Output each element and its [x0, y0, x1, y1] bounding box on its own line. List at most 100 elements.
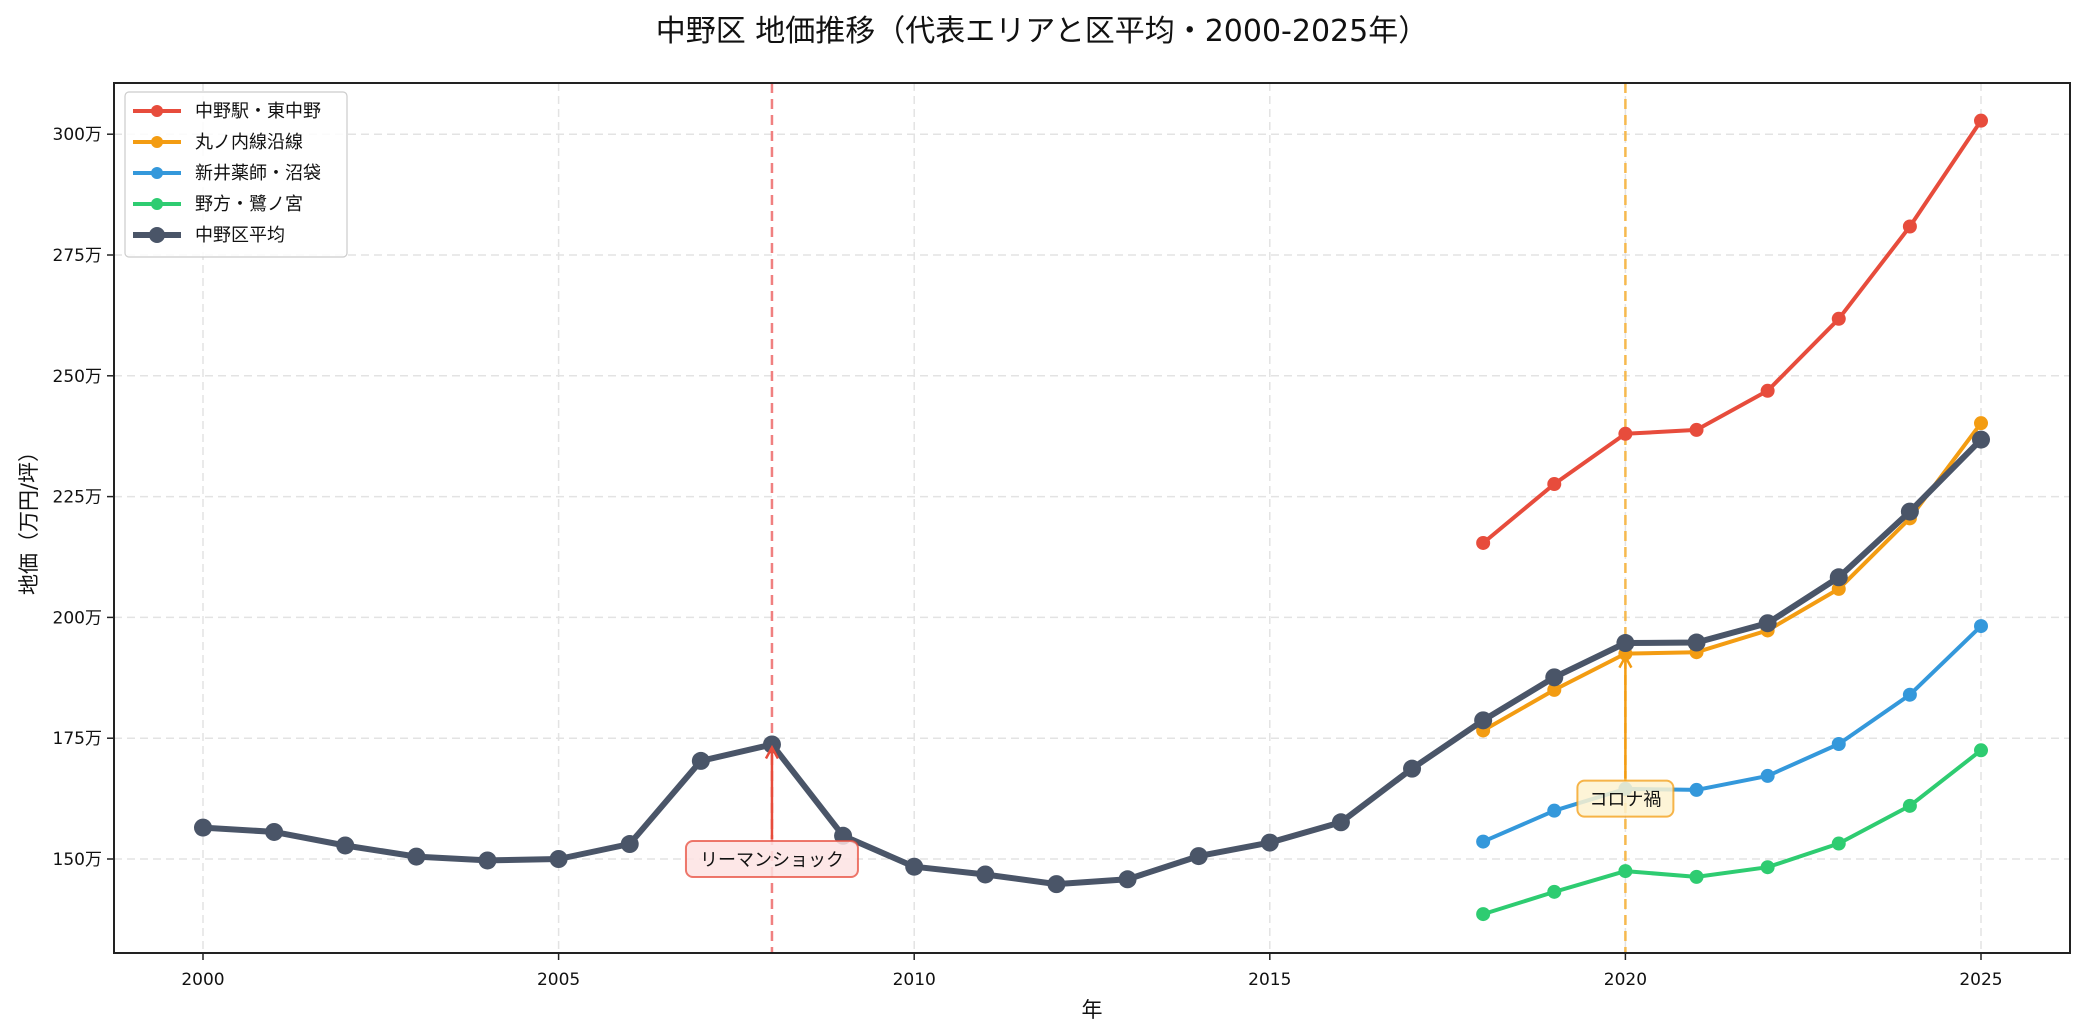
data-point-marker: [1476, 907, 1491, 922]
data-point-marker: [1331, 813, 1350, 832]
annotation-box: [684, 840, 859, 878]
series-line: [1476, 619, 1988, 849]
x-axis-ticks: 2000 2005 2010 2015 2020 2025: [181, 953, 2003, 990]
data-point-marker: [1689, 782, 1704, 797]
data-point-marker: [1118, 870, 1137, 889]
legend-label: 野方・鷺ノ宮: [195, 194, 303, 215]
arrow-head-icon: [764, 744, 780, 760]
annotation-label: コロナ禍: [1589, 790, 1661, 811]
data-point-marker: [1974, 743, 1988, 758]
data-point-marker: [1974, 113, 1988, 128]
series-line: [1476, 113, 1988, 550]
data-point-marker: [976, 865, 995, 884]
series-path: [1481, 421, 1983, 733]
data-point-marker: [1689, 422, 1704, 437]
series-line: [1476, 743, 1988, 922]
x-tick-label: 2025: [1959, 970, 2002, 990]
legend-marker-icon: [151, 198, 163, 210]
data-point-marker: [1974, 416, 1988, 431]
series-path: [1481, 118, 1983, 545]
legend-marker-icon: [151, 167, 163, 179]
data-point-marker: [1545, 668, 1564, 687]
x-tick-label: 2020: [1604, 970, 1647, 990]
chart-title: 中野区 地価推移（代表エリアと区平均・2000-2025年）: [656, 14, 1428, 49]
legend-label: 丸ノ内線沿線: [195, 132, 303, 153]
y-tick-label: 150万: [53, 850, 102, 870]
legend-marker-icon: [149, 227, 165, 243]
data-point-marker: [1902, 687, 1917, 702]
y-tick-label: 225万: [53, 488, 102, 508]
annotation: コロナ禍: [1576, 654, 1675, 818]
legend-label: 新井薬師・沼袋: [195, 163, 321, 184]
legend-item: 中野区平均: [133, 225, 285, 246]
data-point-marker: [691, 751, 710, 770]
x-tick-label: 2000: [181, 970, 224, 990]
data-point-marker: [1902, 798, 1917, 813]
data-point-marker: [1974, 619, 1988, 634]
y-tick-label: 275万: [53, 246, 102, 266]
legend-label: 中野区平均: [195, 225, 285, 246]
data-point-marker: [1260, 833, 1279, 852]
series-line: [194, 430, 1990, 894]
series-group: [194, 113, 1990, 922]
data-point-marker: [407, 847, 426, 866]
data-point-marker: [1760, 383, 1775, 398]
annotation-label: リーマンショック: [700, 850, 844, 871]
data-point-marker: [1476, 834, 1491, 849]
data-point-marker: [1547, 884, 1562, 899]
data-point-marker: [1547, 682, 1562, 697]
data-point-marker: [620, 835, 639, 854]
grid-lines: [114, 83, 2070, 953]
data-point-marker: [1618, 864, 1633, 879]
data-point-marker: [1831, 836, 1846, 851]
data-point-marker: [1972, 430, 1990, 449]
x-axis-label: 年: [1082, 998, 1103, 1022]
data-point-marker: [478, 851, 497, 870]
legend-item: 野方・鷺ノ宮: [133, 194, 303, 215]
data-point-marker: [1900, 502, 1919, 521]
y-tick-label: 175万: [53, 729, 102, 749]
series-path: [1481, 624, 1983, 844]
legend-item: 新井薬師・沼袋: [133, 163, 321, 184]
y-tick-label: 300万: [53, 125, 102, 145]
plot-frame: [113, 82, 2071, 954]
data-point-marker: [762, 735, 781, 754]
data-point-marker: [265, 822, 284, 841]
data-point-marker: [1547, 477, 1562, 492]
data-point-marker: [1760, 768, 1775, 783]
event-lines: [770, 83, 1627, 953]
arrow-head-icon: [1618, 654, 1633, 669]
annotation-box: [1576, 779, 1675, 818]
y-tick-label: 250万: [53, 367, 102, 387]
y-axis-ticks: 150万 175万 200万 225万 250万 275万 300万: [53, 125, 114, 870]
data-point-marker: [1547, 803, 1562, 818]
data-point-marker: [905, 857, 924, 876]
x-tick-label: 2015: [1248, 970, 1291, 990]
legend-label: 中野駅・東中野: [195, 101, 321, 122]
data-point-marker: [336, 836, 355, 855]
data-point-marker: [194, 818, 212, 837]
data-point-marker: [1760, 860, 1775, 875]
data-point-marker: [1829, 568, 1848, 587]
data-point-marker: [1618, 426, 1633, 441]
data-point-marker: [1403, 759, 1422, 778]
data-point-marker: [1902, 219, 1917, 234]
data-point-marker: [1687, 633, 1706, 652]
x-tick-label: 2010: [893, 970, 936, 990]
legend-item: 中野駅・東中野: [133, 101, 321, 122]
data-point-marker: [1616, 634, 1635, 653]
data-point-marker: [1831, 311, 1846, 326]
data-point-marker: [1476, 535, 1491, 550]
annotations: リーマンショック コロナ禍: [684, 654, 1675, 878]
legend-item: 丸ノ内線沿線: [133, 132, 303, 153]
x-tick-label: 2005: [537, 970, 580, 990]
data-point-marker: [1689, 869, 1704, 884]
y-tick-label: 200万: [53, 608, 102, 628]
series-path: [200, 436, 1984, 888]
data-point-marker: [1047, 875, 1066, 894]
legend-marker-icon: [151, 136, 163, 148]
data-point-marker: [1758, 614, 1777, 633]
